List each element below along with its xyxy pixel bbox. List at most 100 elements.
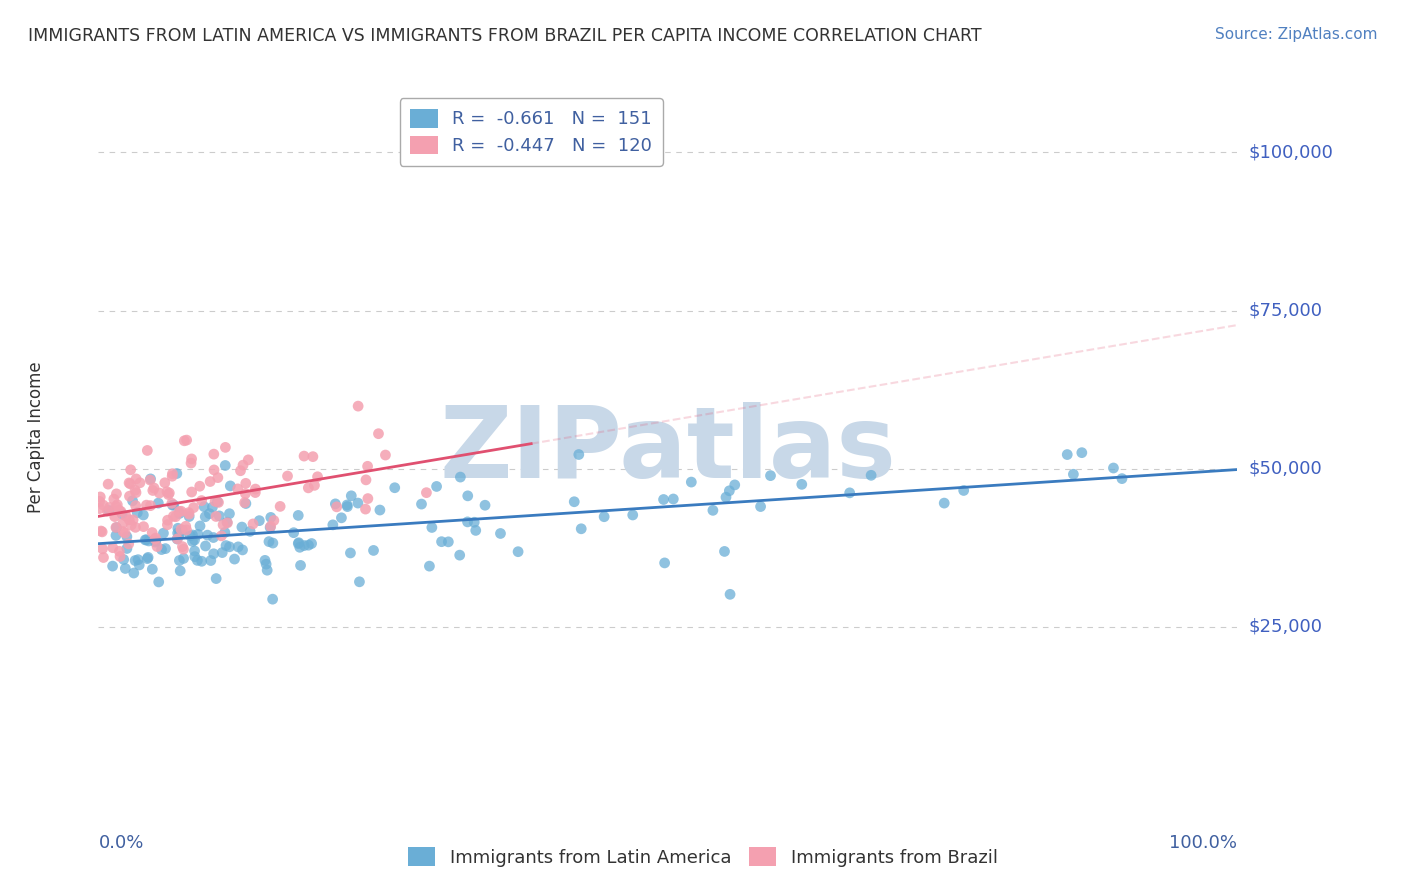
Point [145, 531, 167, 545]
Point [464, 524, 486, 538]
Point [209, 529, 232, 543]
Point [202, 547, 225, 561]
Point [231, 520, 253, 534]
Point [183, 500, 205, 515]
Point [232, 542, 254, 557]
Point [339, 546, 361, 560]
Point [160, 496, 183, 510]
Point [180, 452, 202, 467]
Point [330, 511, 353, 525]
Point [162, 498, 184, 512]
Point [111, 507, 134, 521]
Point [180, 456, 202, 470]
Point [449, 548, 471, 562]
Point [714, 490, 737, 504]
Point [356, 459, 378, 474]
Point [1070, 445, 1092, 459]
Point [759, 468, 782, 483]
Point [186, 553, 208, 567]
Point [173, 551, 195, 566]
Point [172, 540, 194, 554]
Point [152, 526, 174, 541]
Point [262, 592, 284, 607]
Point [157, 487, 180, 501]
Point [457, 489, 479, 503]
Point [292, 539, 315, 553]
Point [934, 496, 956, 510]
Point [276, 469, 298, 483]
Point [188, 519, 211, 533]
Point [463, 515, 485, 529]
Point [1111, 472, 1133, 486]
Point [202, 531, 225, 545]
Point [180, 485, 202, 500]
Point [165, 509, 187, 524]
Point [287, 508, 309, 523]
Point [354, 502, 377, 516]
Point [194, 539, 217, 553]
Point [127, 506, 149, 520]
Point [89, 501, 111, 516]
Point [114, 561, 136, 575]
Point [190, 493, 212, 508]
Point [418, 559, 440, 574]
Point [104, 528, 127, 542]
Point [681, 475, 703, 489]
Point [506, 544, 529, 558]
Point [114, 526, 136, 541]
Point [166, 532, 188, 546]
Point [97, 477, 120, 491]
Point [121, 493, 143, 508]
Point [105, 500, 128, 514]
Point [89, 490, 111, 504]
Point [437, 534, 460, 549]
Point [325, 497, 347, 511]
Point [621, 508, 644, 522]
Point [169, 527, 191, 541]
Point [205, 509, 228, 524]
Point [120, 476, 142, 491]
Point [122, 566, 145, 580]
Point [368, 503, 391, 517]
Point [749, 500, 772, 514]
Point [212, 517, 235, 532]
Point [325, 500, 347, 514]
Text: $100,000: $100,000 [1249, 144, 1333, 161]
Point [187, 527, 209, 541]
Point [181, 534, 204, 549]
Text: 100.0%: 100.0% [1170, 834, 1237, 852]
Text: ZIPatlas: ZIPatlas [440, 402, 896, 500]
Point [120, 518, 142, 533]
Point [172, 542, 194, 557]
Point [336, 500, 359, 514]
Point [214, 458, 236, 473]
Point [474, 498, 496, 512]
Point [201, 500, 224, 515]
Text: $50,000: $50,000 [1249, 459, 1323, 478]
Point [194, 509, 217, 524]
Point [198, 507, 221, 521]
Point [132, 519, 155, 533]
Point [457, 515, 479, 529]
Point [253, 553, 276, 567]
Point [202, 447, 225, 461]
Point [242, 516, 264, 531]
Point [160, 469, 183, 483]
Point [143, 535, 166, 549]
Point [235, 476, 257, 491]
Point [163, 498, 186, 512]
Point [211, 545, 233, 559]
Point [101, 559, 124, 574]
Point [115, 509, 138, 524]
Point [101, 541, 124, 555]
Point [263, 514, 285, 528]
Point [197, 528, 219, 542]
Point [287, 535, 309, 549]
Point [349, 574, 371, 589]
Point [167, 504, 190, 518]
Point [132, 508, 155, 522]
Point [489, 526, 512, 541]
Point [568, 448, 591, 462]
Point [129, 475, 152, 490]
Point [124, 499, 146, 513]
